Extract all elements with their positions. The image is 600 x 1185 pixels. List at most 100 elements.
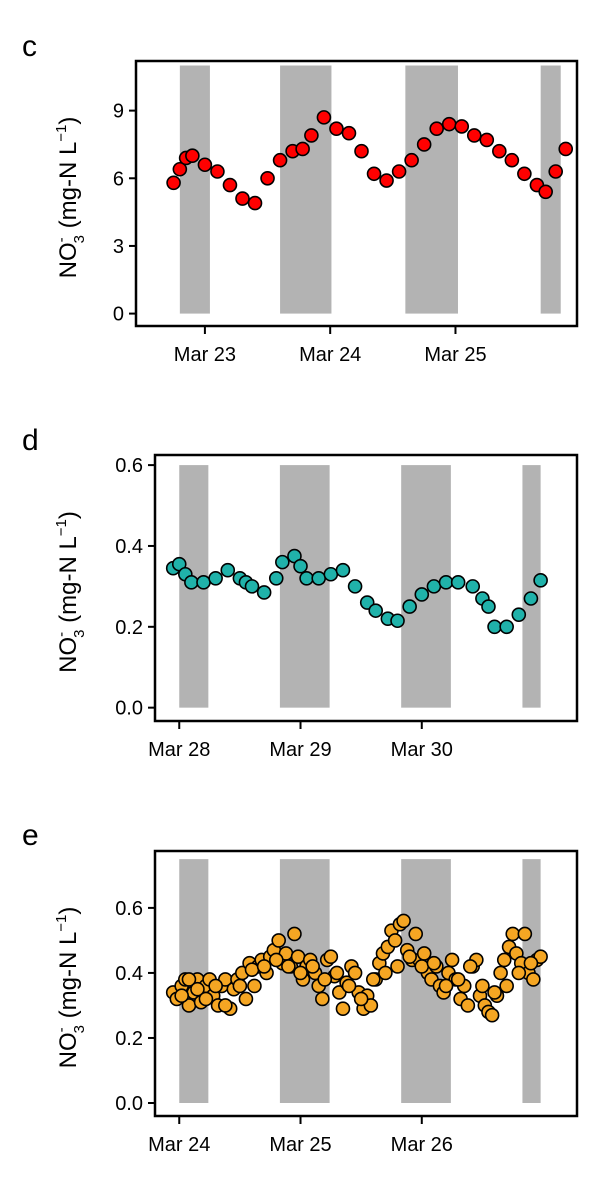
data-point-d: [414, 587, 430, 602]
data-point-c: [466, 128, 482, 143]
data-point-c: [504, 152, 520, 168]
data-point-c: [391, 164, 407, 179]
data-point-e: [487, 985, 502, 1000]
data-point-c: [210, 164, 225, 179]
data-point-d: [402, 599, 417, 614]
x-tick-label-c: Mar 23: [174, 344, 236, 366]
data-point-d: [523, 591, 539, 606]
data-point-c: [479, 132, 495, 148]
x-tick-label-d: Mar 30: [391, 739, 453, 761]
data-point-e: [335, 1001, 351, 1016]
night-band-c-1: [179, 65, 210, 314]
data-point-e: [493, 965, 508, 981]
data-point-e: [281, 959, 296, 974]
night-band-c-3: [405, 65, 458, 314]
data-point-e: [511, 965, 527, 981]
panel-e: e 0.0 0.2 0.4 0.6 Mar 24 Mar 25 Mar 26 NO-3 (mg…: [22, 819, 579, 1156]
data-point-c: [295, 141, 310, 157]
data-point-d: [533, 573, 548, 588]
data-point-d: [268, 570, 284, 586]
panel-c: c 0 3 6 9 Mar 23 Mar 24 Mar 25 NO-3 (mg-N L−1): [22, 30, 579, 366]
data-point-c: [492, 143, 507, 159]
panel-label-e: e: [22, 819, 39, 852]
night-band-c-2: [280, 65, 332, 314]
x-tick-label-d: Mar 29: [269, 739, 331, 761]
data-point-d: [244, 579, 260, 594]
y-tick-label-c: 3: [113, 236, 124, 258]
data-point-e: [247, 978, 262, 994]
data-point-c: [379, 173, 394, 188]
panel-label-d: d: [22, 424, 39, 457]
data-point-e: [484, 1007, 500, 1023]
data-point-e: [365, 972, 381, 987]
data-point-c: [366, 166, 382, 182]
x-tick-label-e: Mar 24: [148, 1134, 210, 1156]
data-point-d: [499, 619, 514, 635]
data-point-e: [414, 959, 430, 974]
y-tick-label-e: 0.6: [115, 898, 143, 920]
data-point-e: [523, 955, 539, 971]
data-point-c: [304, 128, 319, 143]
data-point-e: [460, 998, 476, 1013]
data-point-e: [390, 959, 405, 974]
data-point-c: [260, 170, 275, 186]
plot-frame-c: [134, 59, 579, 328]
data-point-e: [444, 952, 460, 968]
plot-frame-d: [153, 453, 579, 723]
data-point-d: [450, 575, 466, 590]
night-band-d-4: [522, 465, 541, 708]
data-point-e: [218, 998, 233, 1013]
data-point-e: [517, 926, 533, 942]
data-point-c: [548, 164, 564, 179]
data-point-e: [238, 991, 254, 1007]
data-point-e: [329, 965, 345, 981]
data-point-e: [378, 965, 393, 981]
data-point-d: [347, 579, 363, 594]
data-point-e: [462, 959, 478, 974]
data-point-e: [268, 952, 284, 968]
data-point-e: [341, 978, 357, 994]
plot-frame-e: [153, 849, 579, 1118]
data-point-d: [208, 570, 223, 586]
y-tick-label-c: 0: [113, 304, 124, 326]
data-point-d: [293, 558, 308, 574]
y-tick-label-e: 0.0: [115, 1093, 143, 1115]
panel-d: d 0.0 0.2 0.4 0.6 Mar 28 Mar 29 Mar 30 NO-3 (mg…: [22, 424, 579, 761]
data-point-d: [299, 570, 314, 586]
data-point-e: [402, 949, 417, 964]
data-point-d: [487, 619, 502, 635]
data-point-c: [247, 195, 263, 211]
x-tick-label-c: Mar 24: [299, 344, 361, 366]
data-point-e: [496, 952, 512, 968]
data-point-e: [287, 926, 302, 942]
y-tick-label-e: 0.4: [115, 963, 143, 985]
data-point-e: [174, 988, 189, 1003]
data-point-c: [454, 119, 470, 134]
x-tick-label-c: Mar 25: [424, 344, 486, 366]
data-point-e: [505, 926, 521, 942]
data-point-d: [511, 607, 527, 622]
data-point-d: [390, 613, 405, 629]
y-axis-label-c: NO-3 (mg-N L−1): [53, 117, 88, 279]
data-point-c: [441, 116, 457, 132]
data-point-d: [196, 575, 211, 590]
data-point-e: [408, 926, 424, 942]
data-point-c: [416, 137, 432, 152]
data-point-e: [256, 959, 272, 974]
y-tick-label-c: 9: [113, 101, 124, 123]
x-tick-label-d: Mar 28: [148, 739, 210, 761]
data-point-e: [271, 933, 286, 948]
data-point-c: [222, 177, 238, 193]
data-point-d: [368, 603, 384, 618]
y-tick-label-c: 6: [113, 168, 124, 190]
data-point-d: [426, 579, 442, 594]
y-tick-label-d: 0.6: [115, 455, 143, 477]
data-point-e: [305, 959, 320, 974]
night-band-d-2: [279, 465, 330, 708]
data-point-d: [275, 554, 290, 570]
data-point-d: [220, 562, 236, 578]
y-tick-label-d: 0.4: [115, 536, 143, 558]
data-point-e: [450, 972, 466, 987]
data-point-c: [538, 184, 553, 200]
data-point-c: [429, 121, 444, 136]
